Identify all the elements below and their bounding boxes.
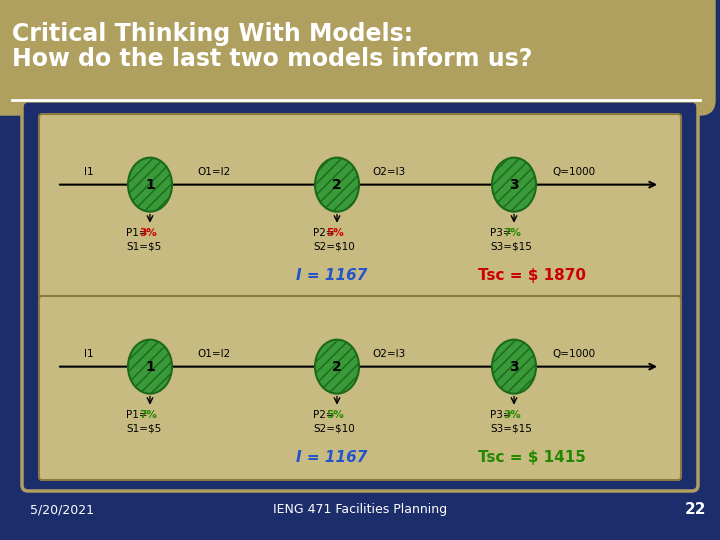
Text: O1=I2: O1=I2 [197,167,230,177]
Ellipse shape [315,340,359,394]
Text: 1: 1 [145,360,155,374]
Text: 1: 1 [145,178,155,192]
Text: 7%: 7% [139,410,157,420]
Text: I1: I1 [84,349,94,359]
Text: P3=: P3= [490,410,512,420]
Text: Tsc = $ 1415: Tsc = $ 1415 [478,450,586,465]
Text: P3=: P3= [490,228,512,238]
Text: How do the last two models inform us?: How do the last two models inform us? [12,47,532,71]
Text: P1=: P1= [126,410,148,420]
Text: O1=I2: O1=I2 [197,349,230,359]
Text: S1=$5: S1=$5 [126,241,161,252]
Text: 5/20/2021: 5/20/2021 [30,503,94,516]
Text: 3%: 3% [503,410,521,420]
Text: 3%: 3% [139,228,157,238]
Text: S1=$5: S1=$5 [126,424,161,434]
Text: P1=: P1= [126,228,148,238]
Ellipse shape [128,158,172,212]
Ellipse shape [128,340,172,394]
Text: 5%: 5% [326,410,343,420]
Text: S2=$10: S2=$10 [313,424,355,434]
Text: 2: 2 [332,178,342,192]
Text: P2=: P2= [313,410,335,420]
FancyBboxPatch shape [22,101,698,491]
Text: I = 1167: I = 1167 [297,450,368,465]
Text: Q=1000: Q=1000 [552,349,595,359]
Text: 3: 3 [509,360,519,374]
Text: I = 1167: I = 1167 [297,268,368,283]
Text: 2: 2 [332,360,342,374]
Text: O2=I3: O2=I3 [372,167,405,177]
Ellipse shape [492,158,536,212]
Text: Q=1000: Q=1000 [552,167,595,177]
Text: Critical Thinking With Models:: Critical Thinking With Models: [12,22,413,46]
Text: P2=: P2= [313,228,335,238]
Text: Tsc = $ 1870: Tsc = $ 1870 [478,268,586,283]
Text: S3=$15: S3=$15 [490,241,532,252]
FancyBboxPatch shape [0,0,715,115]
FancyBboxPatch shape [39,296,681,480]
Text: S3=$15: S3=$15 [490,424,532,434]
Text: 22: 22 [684,503,706,517]
Text: IENG 471 Facilities Planning: IENG 471 Facilities Planning [273,503,447,516]
Bar [0,0,30,100]
Text: O2=I3: O2=I3 [372,349,405,359]
Text: S2=$10: S2=$10 [313,241,355,252]
Ellipse shape [492,340,536,394]
FancyBboxPatch shape [39,114,681,298]
Text: 5%: 5% [326,228,343,238]
Text: 3: 3 [509,178,519,192]
Text: 7%: 7% [503,228,521,238]
Ellipse shape [315,158,359,212]
Text: I1: I1 [84,167,94,177]
